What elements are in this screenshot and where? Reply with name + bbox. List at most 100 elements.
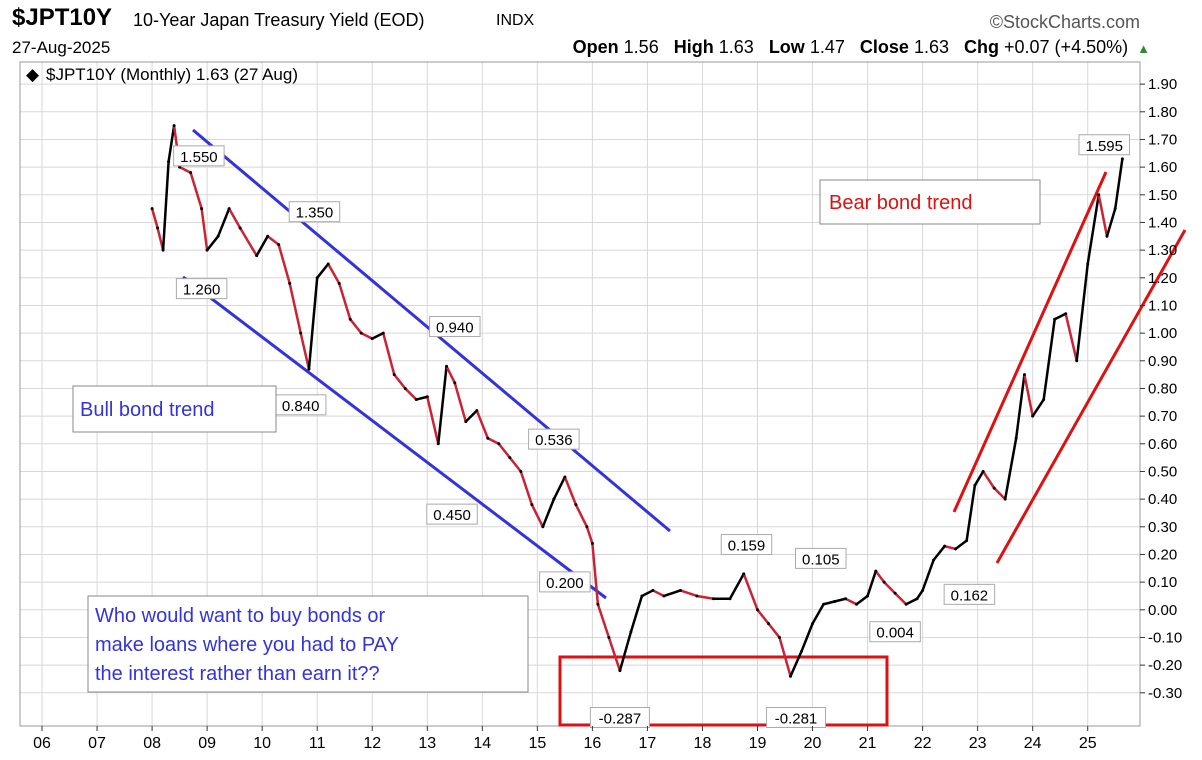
annotation-text: 0.940 <box>436 320 474 337</box>
price-point <box>1113 207 1117 211</box>
price-segment <box>629 594 644 634</box>
price-point <box>425 395 429 399</box>
legend-icon: ◆ <box>26 65 40 84</box>
price-segment <box>563 475 578 506</box>
ticker-symbol: $JPT10Y <box>12 4 113 31</box>
price-point <box>1042 398 1046 402</box>
y-tick-label: 1.90 <box>1148 76 1177 93</box>
bear-channel-lower <box>995 229 1187 564</box>
annotation-label: 0.105 <box>795 547 847 569</box>
price-segment <box>426 395 440 446</box>
price-segment <box>679 589 699 598</box>
price-point <box>965 539 969 543</box>
x-tick-label: 15 <box>528 735 546 752</box>
price-segment <box>640 589 655 598</box>
price-segment <box>552 475 567 501</box>
price-segment <box>486 437 501 446</box>
price-segment <box>299 331 311 371</box>
y-tick-label: 1.30 <box>1148 242 1177 259</box>
price-series <box>150 124 1124 678</box>
price-point <box>307 367 311 371</box>
price-point <box>585 525 589 529</box>
price-point <box>370 337 374 341</box>
price-point <box>150 207 154 211</box>
price-point <box>711 597 715 601</box>
price-point <box>436 442 440 446</box>
price-segment <box>585 525 594 545</box>
price-segment <box>932 544 946 562</box>
price-segment <box>1075 262 1089 363</box>
price-point <box>1105 234 1109 238</box>
price-segment <box>756 608 770 625</box>
note-callout: Who would want to buy bonds or make loan… <box>87 595 529 693</box>
price-point <box>904 602 908 606</box>
price-segment <box>651 589 666 598</box>
x-tick-label: 25 <box>1079 735 1097 752</box>
price-point <box>552 497 556 501</box>
x-tick-label: 13 <box>418 735 436 752</box>
y-tick-label: 0.70 <box>1148 408 1177 425</box>
price-point <box>943 544 947 548</box>
price-point <box>200 207 204 211</box>
annotation-label: -0.281 <box>766 706 827 728</box>
y-tick-label: 1.60 <box>1148 159 1177 176</box>
bear-callout-box <box>819 179 1041 225</box>
price-segment <box>596 603 611 639</box>
price-point <box>414 398 418 402</box>
price-segment <box>695 594 715 600</box>
price-point <box>1053 317 1057 321</box>
low-value: 1.47 <box>809 37 845 57</box>
high-label: High <box>673 37 714 57</box>
price-point <box>1003 497 1007 501</box>
price-point <box>1022 373 1026 377</box>
price-point <box>882 580 886 584</box>
y-tick-label: 1.70 <box>1148 131 1177 148</box>
y-tick-label: 0.20 <box>1148 546 1177 563</box>
x-tick-label: 09 <box>198 735 216 752</box>
y-tick-label: 0.60 <box>1148 436 1177 453</box>
price-segment <box>822 600 836 606</box>
price-segment <box>893 591 908 606</box>
price-segment <box>337 282 352 321</box>
price-segment <box>1113 157 1124 210</box>
annotation-label: 0.840 <box>274 394 327 416</box>
price-segment <box>965 484 977 542</box>
price-point <box>811 622 815 626</box>
price-point <box>227 207 231 211</box>
y-tick-label: 1.80 <box>1148 104 1177 121</box>
price-point <box>530 503 534 507</box>
price-point <box>992 486 996 490</box>
chart-header: $JPT10Y 10-Year Japan Treasury Yield (EO… <box>0 0 1202 62</box>
open-value: 1.56 <box>623 37 659 57</box>
y-tick-label: 1.20 <box>1148 270 1177 287</box>
price-segment <box>315 262 330 280</box>
x-tick-label: 17 <box>639 735 657 752</box>
chg-value: +0.07 (+4.50%) <box>1004 37 1129 57</box>
brand-logo: ©StockCharts.com <box>989 12 1140 32</box>
bull-callout: Bull bond trend <box>72 385 277 433</box>
price-point <box>475 409 479 413</box>
price-segment <box>150 207 159 230</box>
price-point <box>189 171 193 175</box>
price-point <box>337 281 341 285</box>
price-segment <box>973 470 985 487</box>
price-segment <box>915 589 924 600</box>
annotation-box <box>539 571 591 593</box>
price-point <box>161 248 165 252</box>
annotation-box <box>1078 134 1130 156</box>
price-segment <box>161 160 170 252</box>
price-point <box>445 364 449 368</box>
price-segment <box>370 331 385 340</box>
bull-callout-box <box>72 385 277 433</box>
price-segment <box>227 207 242 230</box>
x-tick-label: 14 <box>473 735 491 752</box>
y-tick-label: 1.50 <box>1148 187 1177 204</box>
price-point <box>590 541 594 545</box>
annotation-text: 1.350 <box>296 205 334 222</box>
price-point <box>453 381 457 385</box>
price-point <box>1014 436 1018 440</box>
price-point <box>299 331 303 335</box>
price-segment <box>574 503 589 529</box>
x-tick-label: 18 <box>694 735 712 752</box>
